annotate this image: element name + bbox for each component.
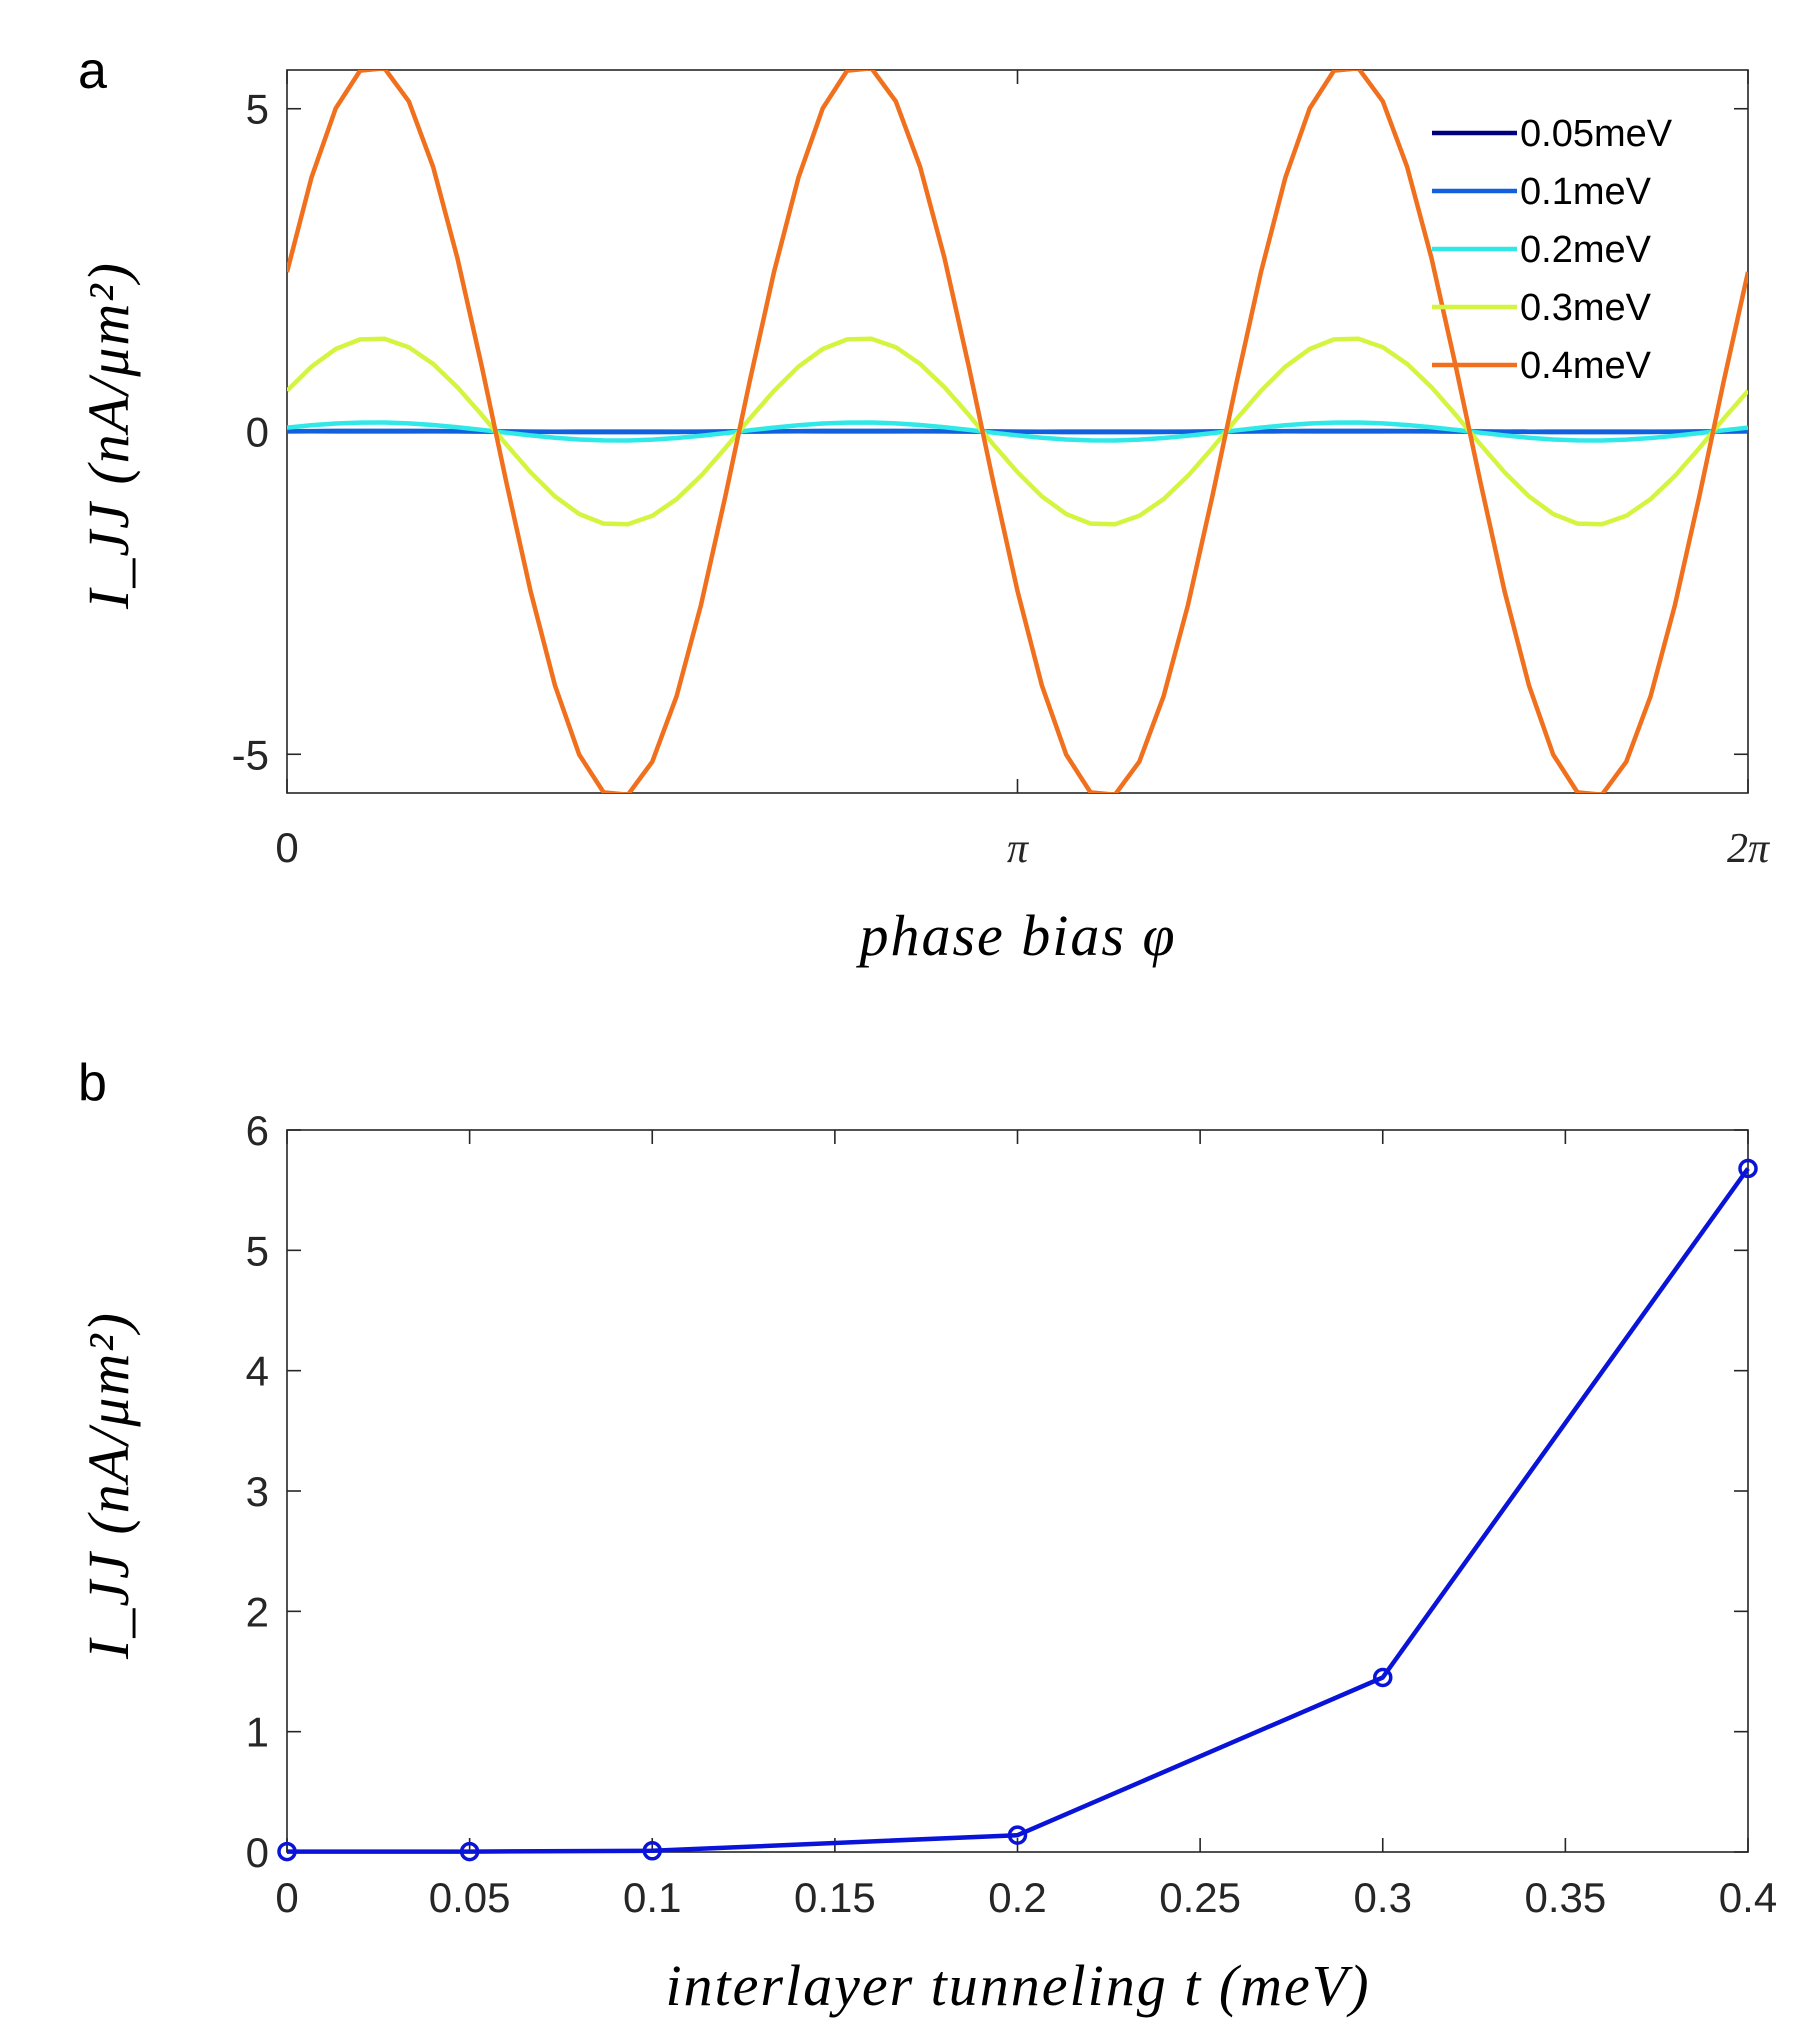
panel-b-ytick-label: 0 (246, 1829, 269, 1876)
panel-b-xtick-label: 0.15 (794, 1874, 876, 1921)
legend-label-0.1meV: 0.1meV (1520, 171, 1652, 213)
series-line-0.3meV (287, 336, 1748, 527)
series-line-0.1meV (287, 428, 1748, 435)
panel-b-xtick-label: 0.25 (1159, 1874, 1241, 1921)
data-point-marker (642, 1841, 662, 1861)
panel-b-ytick-label: 6 (246, 1107, 269, 1154)
data-point-marker (1738, 1158, 1758, 1179)
panel-a-ylabel: I_JJ (nA/μm²) (76, 261, 141, 610)
panel-b-xtick-label: 0.1 (623, 1874, 681, 1921)
panel-b-ytick-label: 5 (246, 1227, 269, 1274)
legend-label-0.4meV: 0.4meV (1520, 345, 1652, 387)
panel-b-xtick-label: 0.05 (429, 1874, 511, 1921)
panel-a: a 50-50 π 2π0.05meV0.1meV0.2meV0.3meV0.4me… (76, 42, 1770, 968)
panel-b-xtick-label: 0 (275, 1874, 298, 1921)
panel-a-xtick-label: 0 (275, 824, 298, 871)
panel-a-ytick-label: 5 (246, 86, 269, 133)
panel-a-xtick-label: π (1007, 826, 1029, 872)
data-point-marker (1007, 1825, 1028, 1845)
panel-b-ytick-label: 3 (246, 1468, 269, 1515)
panel-b-xtick-label: 0.2 (988, 1874, 1046, 1921)
panel-b-ylabel: I_JJ (nA/μm²) (76, 1311, 141, 1660)
panel-b-axes-box (286, 1129, 1749, 1853)
series-line-0.4meV (287, 70, 1748, 793)
panel-b-ytick-label: 2 (246, 1588, 269, 1635)
panel-b-xtick-label: 0.3 (1354, 1874, 1412, 1921)
panel-b: b 0 1 2 3 4 5 6 0 0.05 0.1 0.15 0.2 0.25 0.3 0.35 0.4 i… (76, 1054, 1777, 2018)
panel-b-ytick-label: 1 (246, 1709, 269, 1756)
data-point-marker (459, 1841, 480, 1862)
panel-b-xtick-label: 0.35 (1525, 1874, 1607, 1921)
panel-b-plot-area: 0 1 2 3 4 5 6 0 0.05 0.1 0.15 0.2 0.25 0.3 0.35 0.4 (246, 1107, 1778, 1921)
panel-b-label: b (78, 1054, 107, 1112)
panel-a-legend: 0.05meV 0.1meV 0.2meV 0.3meV 0.4meV (1432, 113, 1673, 387)
legend-label-0.05meV: 0.05meV (1520, 113, 1673, 155)
data-point-marker (277, 1841, 297, 1862)
panel-a-ytick-label: -5 (232, 731, 269, 778)
panel-a-label: a (78, 42, 107, 100)
panel-a-xtick-label: 2π (1727, 826, 1770, 872)
panel-b-xtick-label: 0.4 (1719, 1874, 1777, 1921)
panel-a-ytick-label: 0 (246, 409, 269, 456)
series-line-critical-current (287, 1167, 1750, 1854)
panel-a-xlabel: phase bias φ (855, 903, 1176, 968)
legend-label-0.2meV: 0.2meV (1520, 229, 1652, 271)
legend-label-0.3meV: 0.3meV (1520, 287, 1652, 329)
panel-b-xlabel: interlayer tunneling t (meV) (665, 1953, 1370, 2018)
panel-b-ytick-label: 4 (246, 1348, 269, 1395)
series-line-0.2meV (287, 420, 1748, 443)
data-point-marker (1373, 1667, 1393, 1688)
